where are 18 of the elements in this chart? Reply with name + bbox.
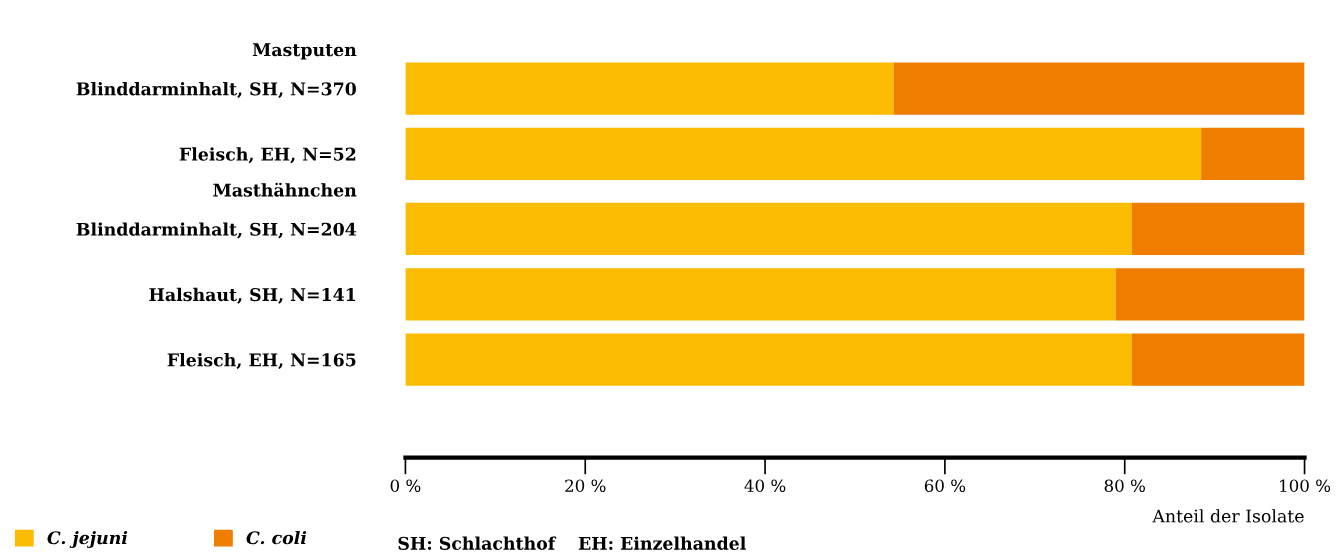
x-axis-title: Anteil der Isolate <box>1152 509 1304 523</box>
legend-label: C. coli <box>246 530 307 545</box>
y-tick-label: Halshaut, SH, N=141 <box>149 287 356 304</box>
x-tick-label: 0 % <box>390 479 421 493</box>
text: SH: Schlachthof <box>398 536 557 550</box>
legend-label: C. jejuni <box>47 530 128 548</box>
y-tick-label: Mastputen <box>252 43 357 60</box>
x-tick-label: 60 % <box>924 479 966 493</box>
y-tick-label: Blinddarminhalt, SH, N=370 <box>76 81 356 99</box>
x-tick-label: 100 % <box>1280 479 1331 493</box>
x-tick-label: 20 % <box>565 479 606 493</box>
y-tick-label: Fleisch, EH, N=165 <box>167 353 356 370</box>
y-tick-label: Masthähnchen <box>213 182 357 197</box>
x-tick-label: 40 % <box>744 479 786 493</box>
y-tick-label: Fleisch, EH, N=52 <box>179 147 356 164</box>
y-tick-label: Blinddarminhalt, SH, N=204 <box>76 222 357 239</box>
x-tick-label: 80 % <box>1104 479 1145 493</box>
text: EH: Einzelhandel <box>578 536 746 550</box>
